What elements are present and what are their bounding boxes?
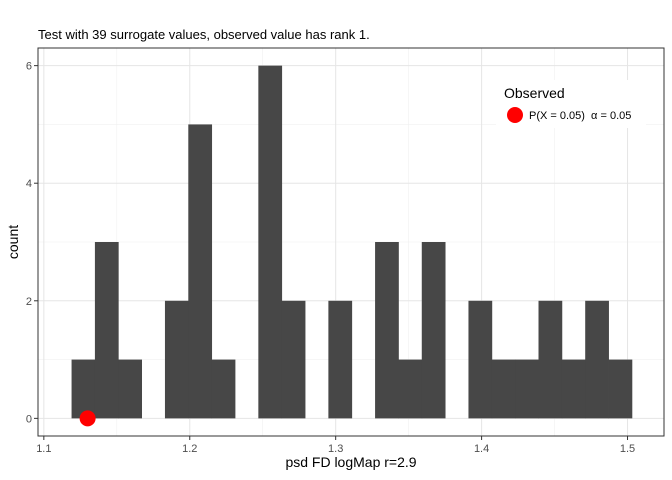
histogram-bar: [328, 301, 352, 419]
y-tick-label: 0: [26, 413, 32, 425]
observed-point: [80, 410, 96, 426]
y-tick-label: 2: [26, 296, 32, 308]
histogram-bar: [492, 360, 516, 419]
legend-title: Observed: [504, 85, 565, 101]
histogram-bar: [72, 360, 96, 419]
histogram-bar: [515, 360, 539, 419]
y-axis-ticks: 0 2 4 6: [26, 61, 38, 426]
histogram-bar: [212, 360, 236, 419]
histogram-bar: [562, 360, 586, 419]
histogram-bar: [585, 301, 609, 419]
legend: Observed P(X = 0.05) α = 0.05: [496, 80, 646, 128]
histogram-bar: [539, 301, 563, 419]
legend-key-point: [507, 107, 523, 123]
histogram-bar: [188, 124, 212, 418]
x-tick-label: 1.5: [620, 443, 635, 455]
histogram-bar: [282, 301, 306, 419]
histogram-bar: [375, 242, 399, 418]
x-axis-ticks: 1.1 1.2 1.3 1.4 1.5: [36, 436, 635, 455]
legend-label: P(X = 0.05) α = 0.05: [529, 110, 631, 122]
x-axis-title: psd FD logMap r=2.9: [285, 454, 416, 470]
x-tick-label: 1.2: [182, 443, 197, 455]
histogram-bar: [468, 301, 492, 419]
histogram-bar: [398, 360, 422, 419]
histogram-bar: [118, 360, 142, 419]
x-tick-label: 1.1: [36, 443, 51, 455]
histogram-bar: [165, 301, 189, 419]
histogram-bar: [609, 360, 633, 419]
y-tick-label: 4: [26, 178, 32, 190]
chart-title: Test with 39 surrogate values, observed …: [38, 27, 370, 42]
histogram-bar: [95, 242, 119, 418]
observed-points: [80, 410, 96, 426]
histogram-bar: [258, 66, 282, 419]
y-axis-title: count: [5, 225, 21, 259]
y-tick-label: 6: [26, 61, 32, 73]
x-tick-label: 1.4: [474, 443, 489, 455]
histogram-bar: [422, 242, 446, 418]
